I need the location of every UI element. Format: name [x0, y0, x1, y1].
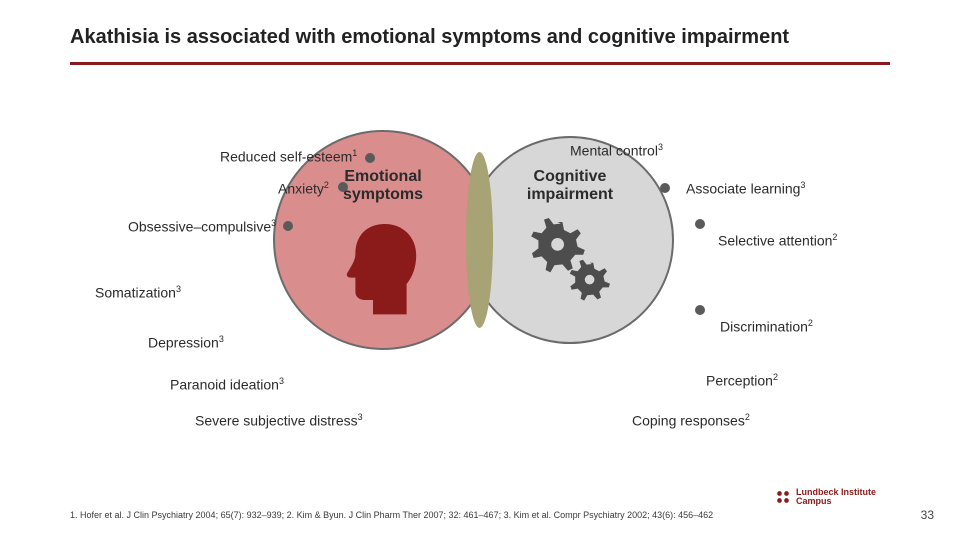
right-callout-2: Selective attention2	[718, 232, 837, 249]
left-dot-2	[283, 221, 293, 231]
venn-overlap	[466, 152, 493, 329]
right-callout-3: Discrimination2	[720, 318, 813, 335]
left-callout-6: Severe subjective distress3	[195, 412, 363, 429]
slide-title: Akathisia is associated with emotional s…	[70, 26, 789, 49]
right-callout-1: Associate learning3	[686, 180, 805, 197]
logo: Lundbeck Institute Campus	[776, 488, 876, 506]
right-dot-2	[695, 219, 705, 229]
page-number: 33	[921, 508, 934, 522]
left-callout-2: Obsessive–compulsive3	[128, 218, 276, 235]
logo-line2: Campus	[796, 497, 876, 506]
left-callout-5: Paranoid ideation3	[170, 376, 284, 393]
circle-label-emotional: Emotionalsymptoms	[333, 168, 433, 205]
left-dot-1	[338, 182, 348, 192]
left-callout-4: Depression3	[148, 334, 224, 351]
logo-icon	[776, 490, 790, 504]
right-callout-0: Mental control3	[570, 142, 663, 159]
logo-text: Lundbeck Institute Campus	[796, 488, 876, 506]
gears-icon	[524, 214, 620, 310]
right-callout-5: Coping responses2	[632, 412, 750, 429]
right-dot-1	[660, 183, 670, 193]
title-rule	[70, 62, 890, 65]
left-dot-0	[365, 153, 375, 163]
right-callout-4: Perception2	[706, 372, 778, 389]
left-callout-0: Reduced self-esteem1	[220, 148, 357, 165]
left-callout-3: Somatization3	[95, 284, 181, 301]
left-callout-1: Anxiety2	[278, 180, 329, 197]
references: 1. Hofer et al. J Clin Psychiatry 2004; …	[70, 510, 800, 520]
circle-label-cognitive: Cognitiveimpairment	[510, 168, 630, 205]
venn-diagram: Emotionalsymptoms Cognitiveimpairment Re…	[0, 110, 960, 440]
slide: Akathisia is associated with emotional s…	[0, 0, 960, 540]
right-dot-3	[695, 305, 705, 315]
head-icon	[341, 220, 421, 316]
